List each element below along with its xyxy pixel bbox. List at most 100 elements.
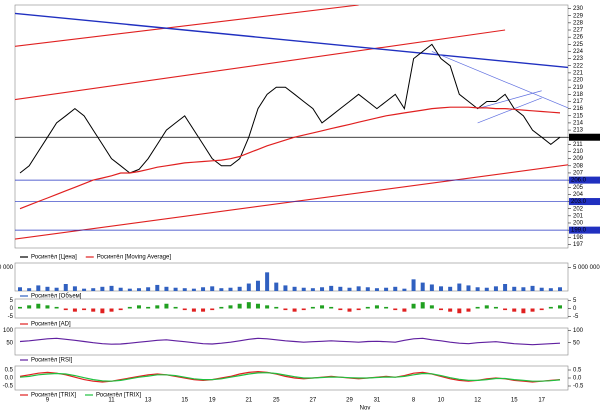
bar (246, 283, 251, 291)
bar (283, 285, 288, 291)
bar (283, 308, 288, 311)
bar (36, 285, 41, 291)
bar (182, 288, 187, 291)
bar (558, 287, 562, 291)
bar (521, 308, 526, 314)
y-tick-label: 204 (573, 192, 584, 198)
y-tick-label: 100 (3, 328, 14, 334)
bar (191, 288, 196, 291)
x-tick-label: 29 (346, 398, 353, 404)
trend-line (477, 90, 542, 109)
y-tick-label: 202 (573, 206, 584, 212)
y-tick-label: 225 (573, 42, 584, 48)
series-line (19, 337, 561, 346)
bar (338, 286, 343, 291)
bar (72, 308, 77, 312)
bar (411, 303, 416, 309)
bar (475, 287, 480, 291)
bar (18, 287, 22, 291)
bar (54, 287, 59, 291)
trend-line (15, 12, 568, 69)
bar (539, 308, 544, 311)
bar (420, 302, 425, 309)
y-tick-label: 229 (573, 13, 584, 19)
legend-label: Росинтёл [AD] (31, 322, 71, 328)
x-tick-label: 13 (145, 398, 152, 404)
y-tick-label: 5 000 000 (573, 265, 600, 271)
y-tick-label: 216 (573, 106, 584, 112)
bar (384, 306, 389, 309)
x-month-label: Nov (360, 406, 371, 412)
bar (448, 286, 453, 291)
y-tick-label: 226 (573, 35, 584, 41)
y-tick-label: 207 (573, 171, 584, 177)
bar (493, 286, 498, 291)
level-label-box (569, 198, 600, 206)
bar (146, 306, 151, 309)
y-tick-label: 100 (573, 328, 584, 334)
bar (173, 306, 178, 309)
panel-frame (14, 327, 569, 356)
bar (356, 308, 361, 311)
bar (54, 306, 59, 309)
x-tick-label: 15 (511, 398, 518, 404)
x-tick-label: 10 (438, 398, 445, 404)
bar (274, 306, 279, 309)
y-tick-label: 208 (573, 163, 584, 169)
legend-label: Росинтёл [Цена] (31, 255, 77, 261)
bar (191, 308, 196, 312)
level-label: 203.0 (571, 199, 587, 205)
trend-line (15, 29, 506, 101)
y-tick-label: 223 (573, 56, 584, 62)
bar (393, 308, 398, 311)
y-tick-label: 213 (573, 128, 584, 134)
bar (356, 286, 361, 291)
bar (18, 306, 22, 309)
bar (109, 308, 114, 312)
bar (338, 308, 343, 311)
bar (118, 308, 123, 311)
level-label-box (569, 226, 600, 234)
bar (548, 306, 553, 309)
bar (374, 305, 379, 309)
series-line (19, 372, 561, 382)
bar (530, 285, 535, 291)
bar (136, 305, 141, 309)
bar (448, 308, 453, 312)
bar (182, 308, 187, 311)
bar (201, 287, 206, 291)
y-tick-label: 214 (573, 121, 584, 127)
bar (201, 308, 206, 312)
bar (475, 306, 480, 309)
y-tick-label: 0.0 (5, 376, 14, 382)
bar (82, 308, 87, 311)
y-tick-label: 197 (573, 242, 584, 248)
x-tick-label: 9 (46, 398, 50, 404)
x-tick-label: 21 (245, 398, 252, 404)
bar (548, 288, 553, 291)
y-tick-label: 50 (6, 340, 13, 346)
bar (439, 308, 444, 311)
bar (439, 286, 444, 291)
bar (301, 287, 306, 291)
x-tick-label: 17 (538, 398, 545, 404)
bar (91, 308, 96, 312)
bar (91, 288, 96, 291)
bar (173, 287, 178, 291)
bar (466, 308, 471, 312)
x-tick-label: 19 (209, 398, 216, 404)
bar (118, 287, 123, 291)
bar (429, 305, 434, 309)
y-tick-label: 0.0 (573, 376, 582, 382)
bar (411, 279, 416, 291)
bar (503, 284, 508, 291)
bar (347, 287, 352, 291)
x-tick-label: 25 (273, 398, 280, 404)
bar (310, 288, 315, 291)
bar (365, 287, 370, 291)
y-tick-label: 219 (573, 85, 584, 91)
bar (219, 288, 224, 291)
bar (457, 308, 462, 314)
bar (512, 308, 517, 312)
